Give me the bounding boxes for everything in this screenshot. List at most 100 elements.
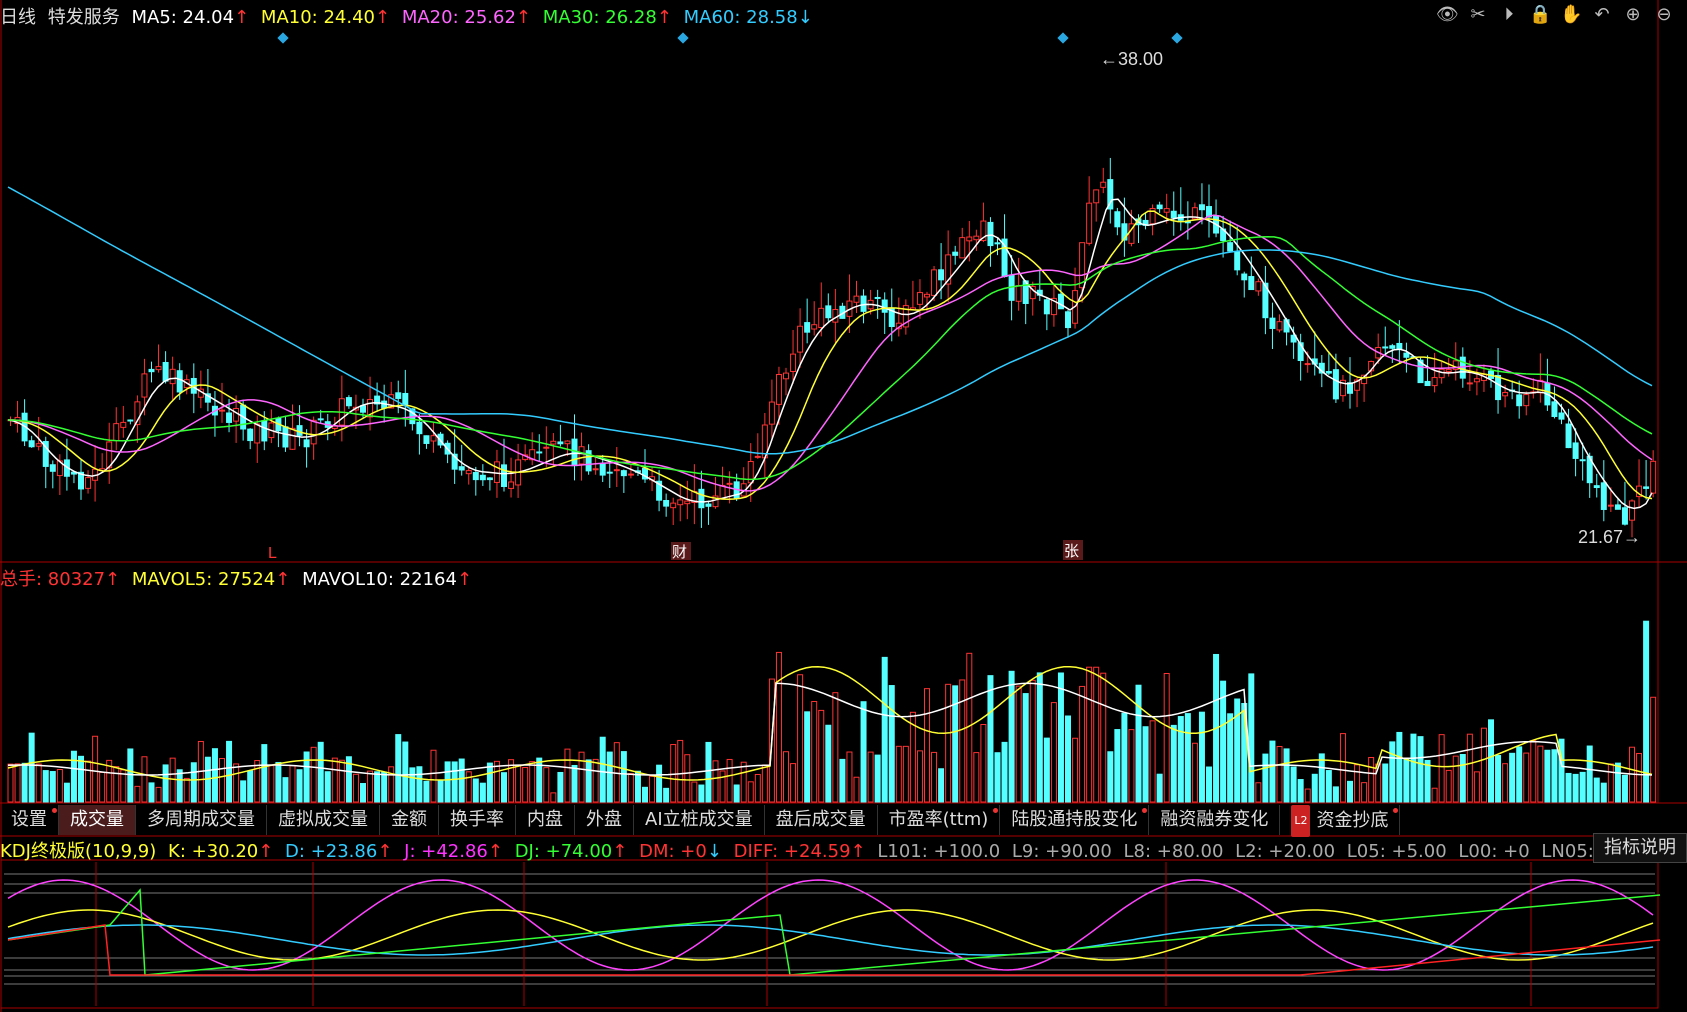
- volume-bar: [437, 779, 444, 803]
- candle-body: [1304, 363, 1311, 366]
- tab-4[interactable]: 金额: [380, 805, 439, 835]
- candle-body: [599, 463, 606, 476]
- tab-9[interactable]: 盘后成交量: [765, 805, 878, 835]
- tab-label: 市盈率(ttm): [888, 809, 989, 830]
- volume-bar: [881, 656, 888, 803]
- candle-body: [1198, 204, 1205, 211]
- candle-body: [1600, 482, 1607, 510]
- tab-2[interactable]: 多周期成交量: [136, 805, 267, 835]
- volume-bar: [113, 766, 120, 803]
- volume-bar: [1361, 782, 1368, 803]
- kdj-dj: DJ: +74.00↑: [514, 841, 628, 862]
- volume-bar: [994, 752, 1001, 803]
- volume-bar: [508, 759, 515, 803]
- hand-icon[interactable]: ✋: [1560, 4, 1583, 25]
- tab-7[interactable]: 外盘: [575, 805, 634, 835]
- volume-bar: [360, 783, 366, 803]
- candle-body: [684, 500, 691, 505]
- low-price-label: 21.67→: [1578, 527, 1641, 547]
- candle-body: [169, 368, 176, 385]
- volume-bar: [529, 761, 536, 803]
- undo-icon[interactable]: ↶: [1594, 4, 1610, 25]
- volume-bar: [254, 760, 261, 803]
- volume-bar: [1135, 684, 1142, 803]
- candle-body: [1093, 189, 1100, 204]
- lock-icon[interactable]: 🔒: [1529, 4, 1552, 25]
- tab-3[interactable]: 虚拟成交量: [267, 805, 380, 835]
- tab-10[interactable]: 市盈率(ttm): [878, 805, 1001, 835]
- candle-body: [916, 292, 923, 305]
- volume-bar: [1572, 773, 1579, 803]
- candle-body: [28, 440, 35, 448]
- volume-bar: [1593, 777, 1600, 803]
- scissors-icon[interactable]: ✂: [1470, 4, 1486, 25]
- kdj-diff: DIFF: +24.59↑: [733, 841, 866, 862]
- volume-bar: [1579, 771, 1586, 803]
- volume-bar: [1142, 726, 1149, 803]
- volume-bar: [627, 773, 634, 803]
- indicator-help-button[interactable]: 指标说明: [1593, 833, 1687, 863]
- volume-bar: [1600, 782, 1607, 803]
- volume-bar: [1065, 715, 1071, 803]
- volume-bar: [557, 771, 564, 803]
- volume-bar: [543, 767, 550, 803]
- candle-body: [620, 470, 627, 477]
- volume-bar: [1565, 772, 1572, 803]
- volume-bar: [620, 751, 627, 803]
- volume-bar: [536, 757, 543, 803]
- tab-13[interactable]: L2 资金抄底: [1280, 805, 1401, 837]
- ma30-up-arrow: ↑: [656, 7, 672, 28]
- event-diamond-icon: [277, 32, 289, 44]
- candle-body: [1043, 299, 1050, 315]
- candle-body: [1269, 317, 1276, 329]
- candle-body: [1579, 459, 1586, 462]
- tab-8[interactable]: AI立桩成交量: [634, 805, 765, 835]
- candle-body: [1643, 486, 1650, 489]
- volume-bar: [183, 777, 190, 803]
- candle-body: [536, 451, 543, 454]
- volume-bar: [303, 751, 310, 803]
- candle-body: [134, 401, 141, 426]
- tab-6[interactable]: 内盘: [516, 805, 575, 835]
- tab-11[interactable]: 陆股通持股变化: [1000, 805, 1150, 835]
- tab-0[interactable]: 设置: [0, 805, 59, 835]
- volume-bar: [1473, 771, 1480, 803]
- volume-bar: [973, 752, 980, 803]
- kdj-name[interactable]: KDJ终极版(10,9,9): [0, 841, 157, 862]
- candle-body: [1156, 204, 1163, 210]
- candle-body: [592, 468, 599, 471]
- event-diamond-icon: [677, 32, 689, 44]
- candle-body: [1015, 285, 1022, 302]
- tab-12[interactable]: 融资融券变化: [1149, 805, 1281, 835]
- candle-body: [1431, 377, 1438, 387]
- candle-body: [1502, 392, 1509, 397]
- tab-label: 融资融券变化: [1160, 809, 1269, 830]
- volume-bar: [522, 766, 529, 803]
- tab-1[interactable]: 成交量: [59, 805, 136, 835]
- volume-header: 总手: 80327↑ MAVOL5: 27524↑ MAVOL10: 22164…: [0, 565, 472, 591]
- tab-5[interactable]: 换手率: [439, 805, 516, 835]
- eye-icon[interactable]: 👁: [1436, 4, 1459, 25]
- period-label[interactable]: 日线: [0, 7, 36, 28]
- candle-body: [310, 419, 317, 445]
- marker-cai: 财: [672, 544, 687, 561]
- zoom-in-icon[interactable]: ⊕: [1625, 4, 1641, 25]
- volume-bar: [268, 765, 275, 803]
- zoom-out-icon[interactable]: ⊖: [1656, 4, 1672, 25]
- volume-bar: [1643, 620, 1650, 803]
- candle-body: [529, 449, 536, 461]
- candle-body: [1290, 334, 1297, 343]
- volume-bar: [451, 761, 458, 803]
- candle-body: [1629, 500, 1635, 521]
- volume-bar: [888, 685, 895, 803]
- volume-bar: [1410, 733, 1417, 803]
- candle-body: [247, 428, 254, 442]
- tab-label: 外盘: [586, 809, 622, 830]
- tab-dot-icon: [993, 808, 999, 813]
- tab-label: 金额: [391, 809, 427, 830]
- volume-bar: [938, 768, 945, 803]
- candle-body: [768, 401, 775, 425]
- volume-bar: [127, 748, 134, 803]
- play-icon[interactable]: ⏵: [1504, 4, 1514, 25]
